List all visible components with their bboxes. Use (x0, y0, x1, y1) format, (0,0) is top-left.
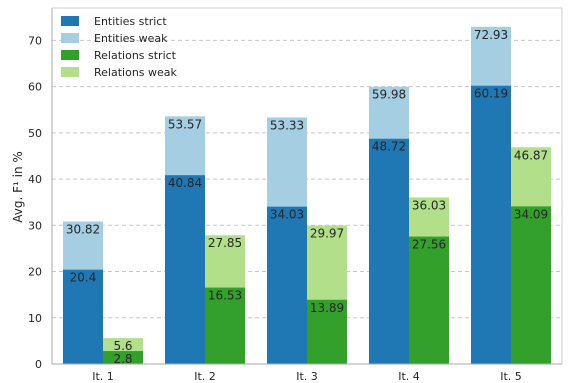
data-label-entities-weak: 72.93 (474, 28, 508, 42)
y-tick-label: 20 (28, 266, 42, 279)
y-tick-label: 30 (28, 219, 42, 232)
y-tick-label: 60 (28, 81, 42, 94)
legend-label: Relations weak (94, 66, 178, 79)
data-label-entities-strict: 34.03 (270, 208, 304, 222)
x-tick-label: It. 1 (92, 370, 114, 383)
data-labels: 30.82 20.4 5.62.8 53.57 40.84 27.85 16.53 53.33… (66, 28, 548, 366)
y-tick-label: 40 (28, 173, 42, 186)
legend: Entities strict Entities weak Relations st… (61, 15, 178, 79)
bar-entities-strict (471, 85, 511, 364)
data-label-relations-strict: 16.53 (208, 289, 242, 303)
data-label-relations-strict: 27.56 (412, 238, 446, 252)
legend-swatch (61, 33, 79, 43)
y-tick-label: 70 (28, 34, 42, 47)
data-label-entities-strict: 48.72 (372, 140, 406, 154)
legend-swatch (61, 16, 79, 26)
y-tick-label: 50 (28, 127, 42, 140)
bar-entities-strict (267, 206, 307, 364)
bar-entities-strict (369, 138, 409, 364)
x-tick-label: It. 4 (398, 370, 420, 383)
bar-entities-strict (165, 175, 205, 364)
data-label-relations-weak: 46.87 (514, 148, 548, 162)
data-label-entities-strict: 40.84 (168, 176, 202, 190)
legend-swatch (61, 67, 79, 77)
data-label-relations-weak: 36.03 (412, 198, 446, 212)
data-label-relations-weak: 27.85 (208, 236, 242, 250)
bar-relations-strict (205, 287, 245, 364)
data-label-relations-strict: 2.8 (113, 352, 132, 366)
data-label-entities-strict: 20.4 (70, 271, 97, 285)
bars (63, 26, 551, 365)
data-label-entities-weak: 53.33 (270, 118, 304, 132)
axes: 0 10 20 30 40 50 60 70 It. 1 It. 2 It. 3 It. 4 It. 5 (28, 7, 563, 383)
x-tick-label: It. 5 (500, 370, 522, 383)
y-tick-label: 10 (28, 312, 42, 325)
bar-entities-strict (63, 269, 103, 364)
legend-label: Entities strict (94, 15, 167, 28)
legend-label: Entities weak (94, 32, 168, 45)
data-label-relations-weak: 5.6 (113, 339, 132, 353)
y-axis-title: Avg. F¹ in % (11, 151, 25, 223)
x-tick-label: It. 3 (296, 370, 318, 383)
legend-swatch (61, 50, 79, 60)
y-tick-label: 0 (35, 358, 42, 371)
data-label-entities-weak: 53.57 (168, 117, 202, 131)
data-label-relations-strict: 34.09 (514, 207, 548, 221)
data-label-relations-weak: 29.97 (310, 226, 344, 240)
bar-relations-strict (409, 236, 449, 364)
data-label-entities-weak: 30.82 (66, 223, 100, 237)
x-tick-label: It. 2 (194, 370, 216, 383)
bar-relations-strict (307, 299, 347, 364)
bar-relations-strict (511, 206, 551, 364)
data-label-relations-strict: 13.89 (310, 301, 344, 315)
bar-relations-strict (103, 351, 143, 364)
legend-label: Relations strict (94, 49, 177, 62)
data-label-entities-weak: 59.98 (372, 88, 406, 102)
data-label-entities-strict: 60.19 (474, 87, 508, 101)
